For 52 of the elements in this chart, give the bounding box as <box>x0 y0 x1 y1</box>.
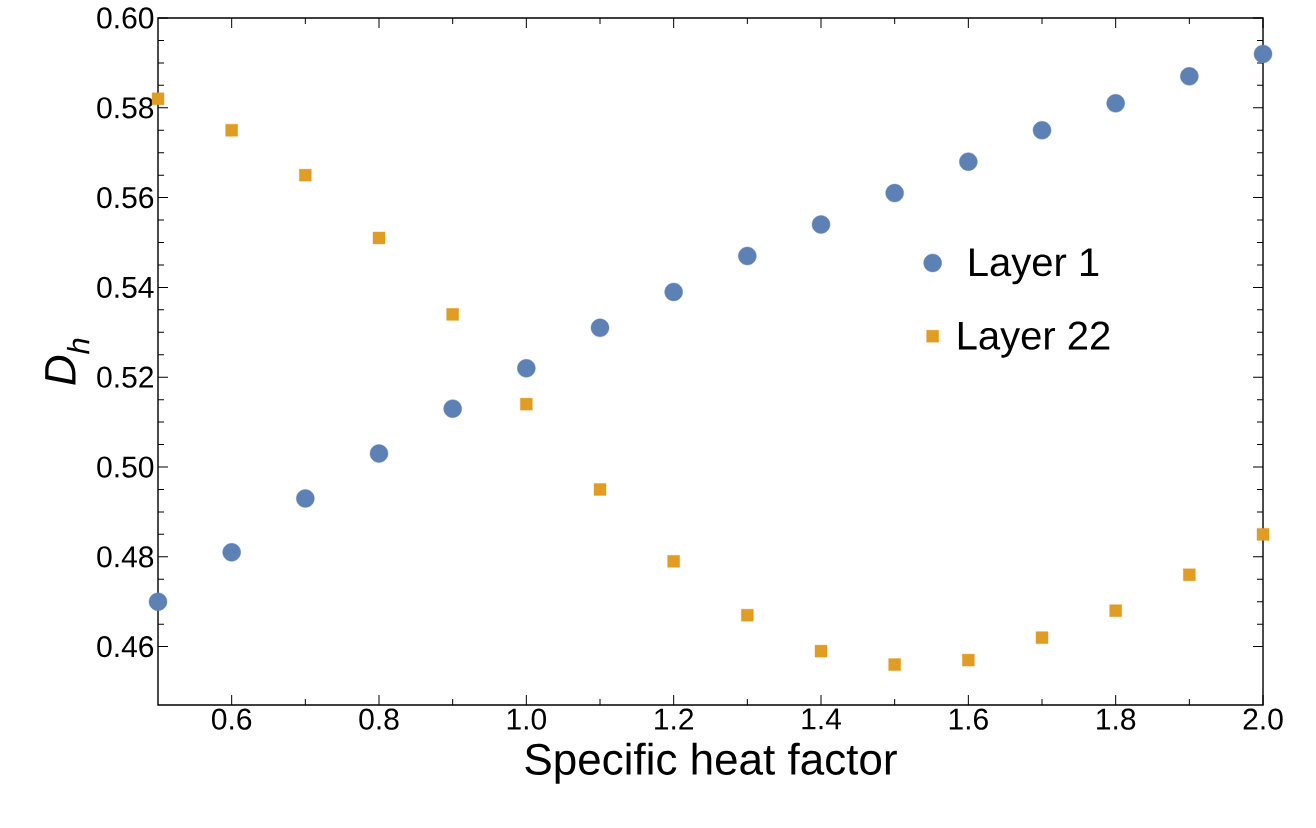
x-tick-label: 2.0 <box>1243 708 1283 730</box>
point <box>1032 121 1052 140</box>
point <box>962 653 975 667</box>
x-axis-title: Specific heat factor <box>525 742 897 784</box>
y-tick-label: 0.60 <box>97 7 154 29</box>
point <box>1035 631 1049 644</box>
x-tick-label: 1.2 <box>655 708 694 730</box>
point <box>1109 604 1122 617</box>
point <box>664 282 683 302</box>
point <box>959 152 978 171</box>
point <box>517 359 536 378</box>
point <box>148 592 168 611</box>
point <box>1253 44 1273 64</box>
point <box>593 483 607 496</box>
point <box>225 124 238 137</box>
point <box>741 609 754 622</box>
point <box>1183 568 1196 581</box>
y-tick-label: 0.52 <box>97 366 153 388</box>
point <box>738 246 757 266</box>
x-tick-label: 1.6 <box>949 708 988 730</box>
point <box>590 318 610 338</box>
y-tick-label: 0.58 <box>97 97 154 119</box>
y-tick-label: 0.54 <box>97 276 154 299</box>
y-tick-label: 0.48 <box>97 546 154 568</box>
y-axis-title: D$_{h}$ <box>45 338 90 385</box>
x-tick-label: 1.8 <box>1097 708 1136 730</box>
point <box>1106 94 1125 113</box>
x-tick-label: 1.0 <box>507 708 547 730</box>
legend-label: Layer 22 <box>958 321 1110 358</box>
x-tick-label: 0.6 <box>212 708 252 730</box>
point <box>1180 67 1199 86</box>
point <box>446 308 459 321</box>
point <box>811 215 831 234</box>
point <box>520 397 533 411</box>
point <box>888 658 901 671</box>
point <box>222 543 241 562</box>
x-tick-label: 0.8 <box>359 708 399 730</box>
point <box>443 399 462 418</box>
point <box>1256 528 1270 541</box>
point <box>296 489 315 508</box>
legend-label: Layer 1 <box>970 248 1099 285</box>
y-tick-label: 0.46 <box>97 636 154 658</box>
point <box>372 231 386 245</box>
point <box>885 183 904 203</box>
x-tick-label: 1.4 <box>802 708 841 730</box>
point <box>369 444 389 463</box>
point <box>151 92 165 106</box>
y-tick-label: 0.56 <box>97 186 154 209</box>
point <box>299 168 312 182</box>
point <box>814 644 828 658</box>
point <box>667 555 680 568</box>
y-tick-label: 0.50 <box>97 456 154 478</box>
